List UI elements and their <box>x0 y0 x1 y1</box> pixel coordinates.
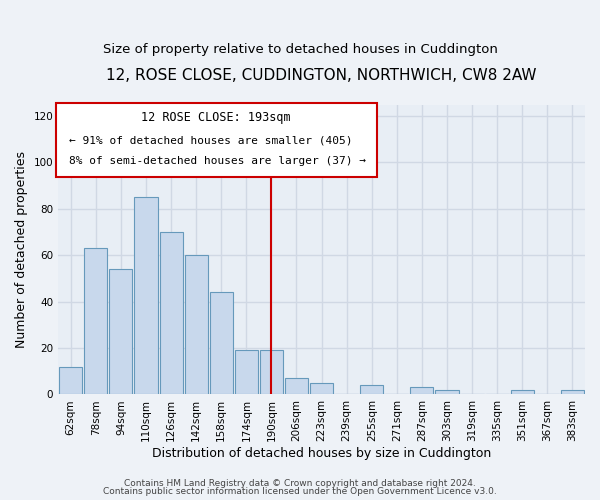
Y-axis label: Number of detached properties: Number of detached properties <box>15 151 28 348</box>
Bar <box>109 269 133 394</box>
Title: 12, ROSE CLOSE, CUDDINGTON, NORTHWICH, CW8 2AW: 12, ROSE CLOSE, CUDDINGTON, NORTHWICH, C… <box>106 68 537 82</box>
Bar <box>310 383 333 394</box>
Text: Contains HM Land Registry data © Crown copyright and database right 2024.: Contains HM Land Registry data © Crown c… <box>124 478 476 488</box>
Text: Size of property relative to detached houses in Cuddington: Size of property relative to detached ho… <box>103 42 497 56</box>
Bar <box>84 248 107 394</box>
Bar <box>561 390 584 394</box>
Text: Contains public sector information licensed under the Open Government Licence v3: Contains public sector information licen… <box>103 487 497 496</box>
Bar <box>410 388 433 394</box>
FancyBboxPatch shape <box>56 103 377 177</box>
Bar <box>260 350 283 395</box>
Bar <box>160 232 182 394</box>
Bar <box>134 198 158 394</box>
X-axis label: Distribution of detached houses by size in Cuddington: Distribution of detached houses by size … <box>152 447 491 460</box>
Bar <box>235 350 258 395</box>
Bar <box>285 378 308 394</box>
Text: 12 ROSE CLOSE: 193sqm: 12 ROSE CLOSE: 193sqm <box>142 111 291 124</box>
Bar <box>59 366 82 394</box>
Text: ← 91% of detached houses are smaller (405): ← 91% of detached houses are smaller (40… <box>69 135 352 145</box>
Bar <box>436 390 458 394</box>
Bar <box>511 390 534 394</box>
Text: 8% of semi-detached houses are larger (37) →: 8% of semi-detached houses are larger (3… <box>69 156 366 166</box>
Bar <box>209 292 233 394</box>
Bar <box>360 385 383 394</box>
Bar <box>185 256 208 394</box>
